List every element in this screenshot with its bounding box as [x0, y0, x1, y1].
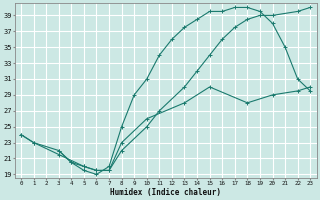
X-axis label: Humidex (Indice chaleur): Humidex (Indice chaleur) [110, 188, 221, 197]
